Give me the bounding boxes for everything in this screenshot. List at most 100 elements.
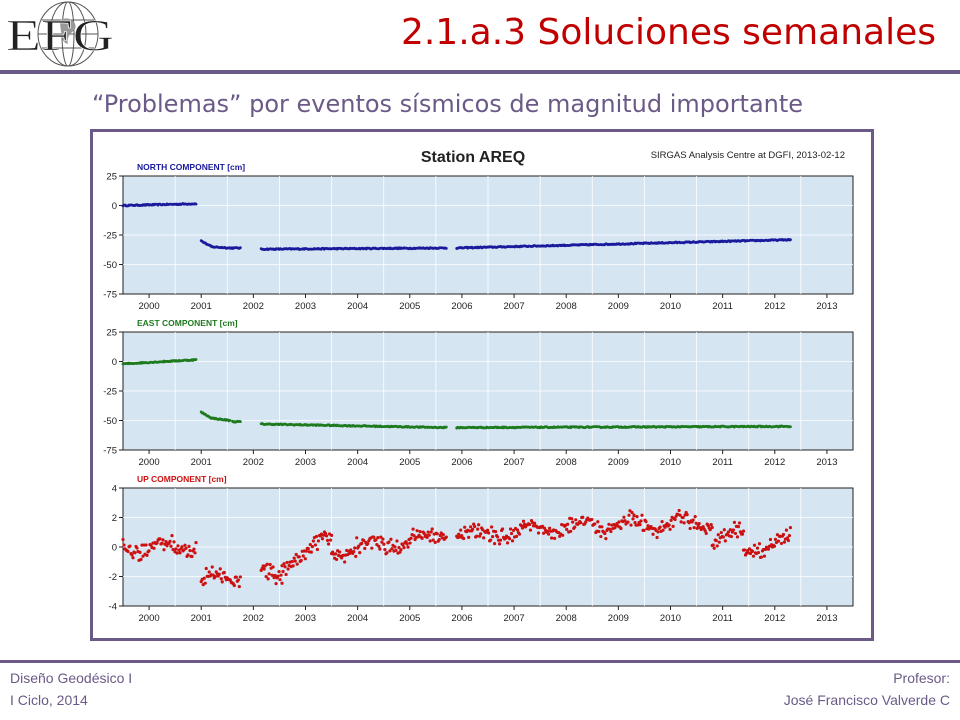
data-point — [584, 520, 588, 524]
data-point — [517, 532, 522, 536]
data-point — [411, 527, 415, 531]
y-tick-label: 0 — [112, 201, 117, 212]
data-point — [486, 528, 490, 532]
data-point — [152, 546, 156, 550]
data-point — [128, 544, 132, 548]
data-point — [475, 534, 479, 538]
data-point — [232, 583, 236, 588]
data-point — [366, 542, 370, 546]
x-tick-label: 2005 — [399, 613, 420, 624]
data-point — [493, 530, 498, 534]
y-tick-label: -4 — [109, 602, 117, 613]
data-point — [308, 542, 312, 547]
data-point — [372, 535, 376, 539]
data-point — [528, 528, 533, 532]
data-point — [711, 543, 715, 547]
data-point — [180, 545, 184, 549]
data-point — [141, 554, 145, 558]
data-point — [228, 419, 232, 422]
data-point — [399, 548, 403, 552]
data-point — [459, 528, 463, 532]
data-point — [472, 522, 476, 526]
data-point — [390, 547, 394, 551]
data-point — [710, 525, 714, 530]
data-point — [668, 527, 672, 531]
data-point — [188, 548, 192, 553]
data-point — [395, 539, 399, 543]
data-point — [394, 548, 398, 552]
data-point — [709, 523, 713, 527]
data-point — [593, 522, 597, 526]
data-point — [574, 518, 578, 522]
data-point — [425, 535, 429, 540]
slide-subtitle: “Problemas” por eventos sísmicos de magn… — [92, 90, 804, 118]
data-point — [629, 523, 633, 527]
data-point — [145, 553, 149, 557]
data-point — [387, 540, 391, 544]
data-point — [789, 425, 792, 429]
data-point — [630, 510, 634, 515]
data-point — [328, 538, 333, 542]
data-point — [773, 537, 778, 541]
data-point — [169, 544, 173, 548]
data-point — [477, 523, 481, 527]
data-point — [277, 570, 281, 574]
data-point — [546, 529, 550, 533]
data-point — [280, 564, 284, 568]
y-tick-label: 4 — [112, 484, 117, 495]
y-tick-label: -50 — [103, 260, 117, 271]
data-point — [656, 530, 660, 534]
data-point — [695, 526, 699, 530]
data-point — [570, 517, 574, 521]
data-point — [757, 542, 762, 546]
data-point — [122, 543, 126, 547]
data-point — [284, 572, 288, 577]
data-point — [354, 554, 358, 559]
data-point — [388, 549, 392, 553]
data-point — [704, 531, 708, 535]
data-point — [292, 556, 296, 560]
x-tick-label: 2004 — [347, 301, 368, 312]
x-tick-label: 2004 — [347, 457, 368, 468]
data-point — [234, 575, 238, 579]
data-point — [280, 581, 284, 585]
data-point — [633, 520, 637, 525]
data-point — [617, 520, 621, 524]
data-point — [623, 519, 627, 523]
data-point — [202, 576, 206, 580]
data-point — [660, 520, 664, 524]
data-point — [715, 544, 719, 548]
panel-3: UP COMPONENT [cm] 4 2 0 -2 -4 2000 2001 2002 2003… — [109, 474, 854, 624]
data-point — [613, 526, 617, 530]
data-point — [203, 581, 207, 585]
data-point — [329, 533, 334, 537]
data-point — [237, 584, 241, 589]
data-point — [291, 564, 295, 568]
data-point — [510, 539, 515, 543]
data-point — [490, 525, 494, 529]
data-point — [236, 578, 240, 582]
data-point — [270, 573, 274, 577]
y-tick-label: -25 — [103, 387, 117, 398]
data-point — [139, 557, 143, 562]
x-tick-label: 2007 — [504, 457, 525, 468]
data-point — [218, 567, 222, 571]
globe-icon — [37, 1, 99, 67]
data-point — [681, 515, 685, 520]
data-point — [473, 524, 477, 529]
data-point — [193, 551, 197, 555]
x-tick-label: 2001 — [191, 301, 212, 312]
data-point — [433, 540, 437, 545]
y-tick-label: 25 — [106, 172, 117, 183]
data-point — [491, 535, 495, 539]
data-point — [343, 560, 347, 564]
panel-2: EAST COMPONENT [cm] 25 0 -25 -50 -75 2000 2001 2… — [103, 318, 854, 468]
panel-label: UP COMPONENT [cm] — [137, 474, 227, 484]
data-point — [508, 527, 513, 531]
data-point — [751, 554, 756, 558]
data-point — [553, 536, 557, 540]
data-point — [313, 543, 317, 547]
data-point — [286, 567, 290, 571]
data-point — [155, 541, 159, 545]
data-point — [370, 546, 374, 550]
